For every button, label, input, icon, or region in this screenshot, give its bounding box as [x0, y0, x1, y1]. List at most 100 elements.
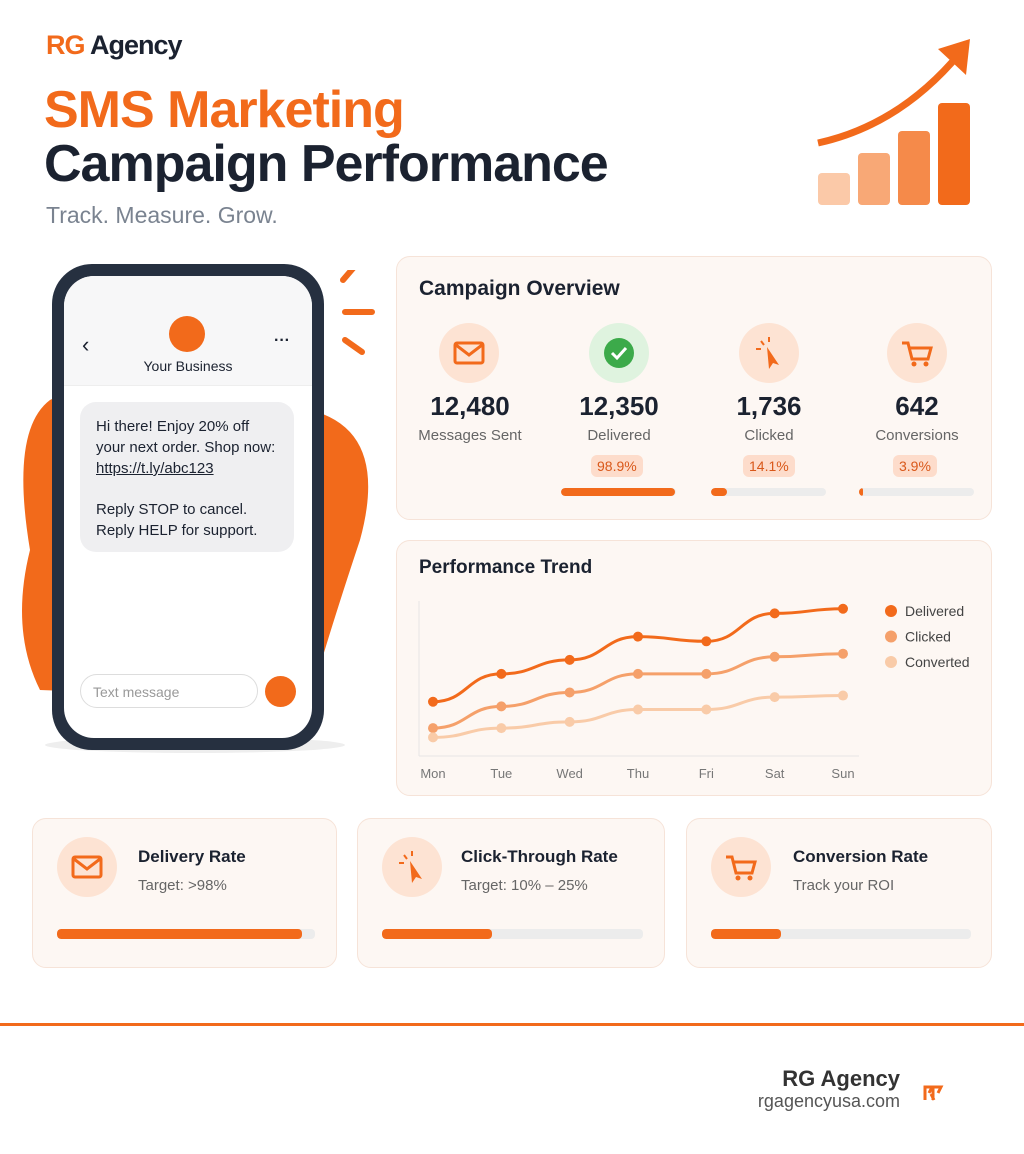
phone: ‹ ··· Your Business Hi there! Enjoy 20% …: [52, 264, 324, 750]
legend-label: Clicked: [905, 629, 951, 645]
icon: [439, 323, 499, 383]
send-button[interactable]: [265, 676, 296, 707]
brand-prefix: RG: [46, 30, 85, 60]
footer-logo: [923, 1085, 944, 1101]
data-point: [428, 723, 438, 734]
kpi-track: [711, 929, 971, 939]
more-button[interactable]: ···: [274, 332, 290, 349]
message-bubble: Hi there! Enjoy 20% off your next order.…: [80, 402, 294, 552]
metric-value: 12,480: [430, 391, 510, 421]
kpi-bar: [711, 929, 782, 939]
icon: [382, 837, 442, 897]
rate-bar: [711, 488, 728, 496]
data-point: [564, 687, 575, 698]
x-tick-label: Tue: [490, 766, 512, 781]
metric-label: Conversions: [875, 427, 959, 444]
avatar: [169, 316, 205, 352]
kpi-bar: [57, 929, 303, 939]
brand: RG Agency: [46, 30, 183, 61]
brand-name: Agency: [90, 30, 183, 60]
data-point: [633, 631, 643, 642]
data-point: [564, 654, 575, 665]
rate-label: 3.9%: [893, 455, 937, 477]
data-point: [838, 603, 848, 614]
series-line: [432, 652, 844, 730]
section-title: Campaign Overview: [419, 277, 620, 300]
metric-value: 12,350: [579, 391, 659, 421]
icon: [57, 837, 117, 897]
message-line: Hi there! Enjoy 20% off: [96, 418, 250, 435]
kpi-title: Delivery Rate: [138, 847, 246, 866]
kpi-subtitle: Target: >98%: [138, 877, 227, 894]
rate-track: [561, 488, 676, 496]
data-point: [496, 723, 507, 734]
data-point: [428, 696, 438, 707]
series-line: [432, 694, 844, 739]
kpi-card: Conversion Rate Track your ROI: [686, 818, 992, 968]
data-point: [564, 716, 575, 727]
back-button[interactable]: ‹: [82, 332, 90, 357]
title-line: SMS Marketing: [44, 81, 405, 139]
message-link[interactable]: https://t.ly/abc123: [96, 460, 214, 477]
kpi-subtitle: Track your ROI: [793, 877, 895, 894]
data-point: [838, 690, 848, 701]
metric-label: Clicked: [744, 427, 794, 444]
data-point: [769, 692, 780, 703]
icon: [711, 837, 771, 897]
x-tick-label: Fri: [699, 766, 714, 781]
legend-swatch: [885, 605, 897, 617]
x-tick-label: Sat: [765, 766, 785, 781]
footer-name: RG Agency: [782, 1066, 900, 1091]
data-point: [701, 704, 712, 715]
kpi-subtitle: Target: 10% – 25%: [461, 877, 588, 894]
title-line: Campaign Performance: [44, 135, 609, 193]
kpi-bar: [382, 929, 492, 939]
metric-value: 1,736: [736, 391, 802, 421]
data-point: [769, 608, 780, 619]
metric-label: Messages Sent: [418, 427, 522, 444]
footer-url[interactable]: rgagencyusa.com: [757, 1091, 900, 1111]
message-line: your next order. Shop now:: [96, 439, 276, 456]
data-point: [428, 732, 438, 743]
kpi-card: Delivery Rate Target: >98%: [32, 818, 337, 968]
metric-label: Delivered: [587, 427, 651, 444]
data-point: [633, 704, 643, 715]
overview-card: Campaign Overview 12,480 Messages Sent 1…: [396, 256, 992, 520]
x-tick-label: Wed: [556, 766, 583, 781]
contact-name: Your Business: [143, 358, 233, 374]
icon: [739, 323, 799, 383]
message-line: Reply HELP for support.: [96, 522, 258, 539]
rate-track: [711, 488, 826, 496]
x-tick-label: Sun: [831, 766, 854, 781]
kpi-track: [382, 929, 643, 939]
text-input[interactable]: Text message: [80, 674, 258, 708]
legend-swatch: [885, 630, 897, 643]
icon: [887, 323, 947, 383]
line-chart: Performance Trend Mon Tue Wed Thu Fri Sat Sun D…: [418, 557, 970, 781]
rate-label: 14.1%: [743, 455, 795, 477]
tagline: Track. Measure. Grow.: [46, 202, 278, 228]
rate-bar: [859, 488, 864, 496]
x-tick-label: Mon: [420, 766, 445, 781]
message-line: Reply STOP to cancel.: [96, 501, 248, 518]
data-point: [701, 636, 712, 647]
growth-icon: [817, 39, 970, 205]
rate-track: [859, 488, 974, 496]
data-point: [838, 648, 848, 659]
data-point: [701, 668, 712, 679]
kpi-title: Click-Through Rate: [461, 847, 618, 866]
data-point: [496, 668, 507, 679]
rate-label: 98.9%: [591, 455, 643, 477]
legend-label: Converted: [905, 654, 970, 670]
data-point: [769, 651, 780, 662]
icon: [589, 323, 649, 383]
trend-card: Performance Trend Mon Tue Wed Thu Fri Sat Sun D…: [396, 540, 992, 796]
kpi-title: Conversion Rate: [793, 847, 929, 866]
footer-rule: [0, 1023, 1024, 1026]
data-point: [496, 701, 507, 712]
metric-value: 642: [895, 391, 939, 421]
legend-swatch: [885, 656, 897, 668]
data-point: [633, 668, 643, 679]
kpi-track: [57, 929, 315, 939]
